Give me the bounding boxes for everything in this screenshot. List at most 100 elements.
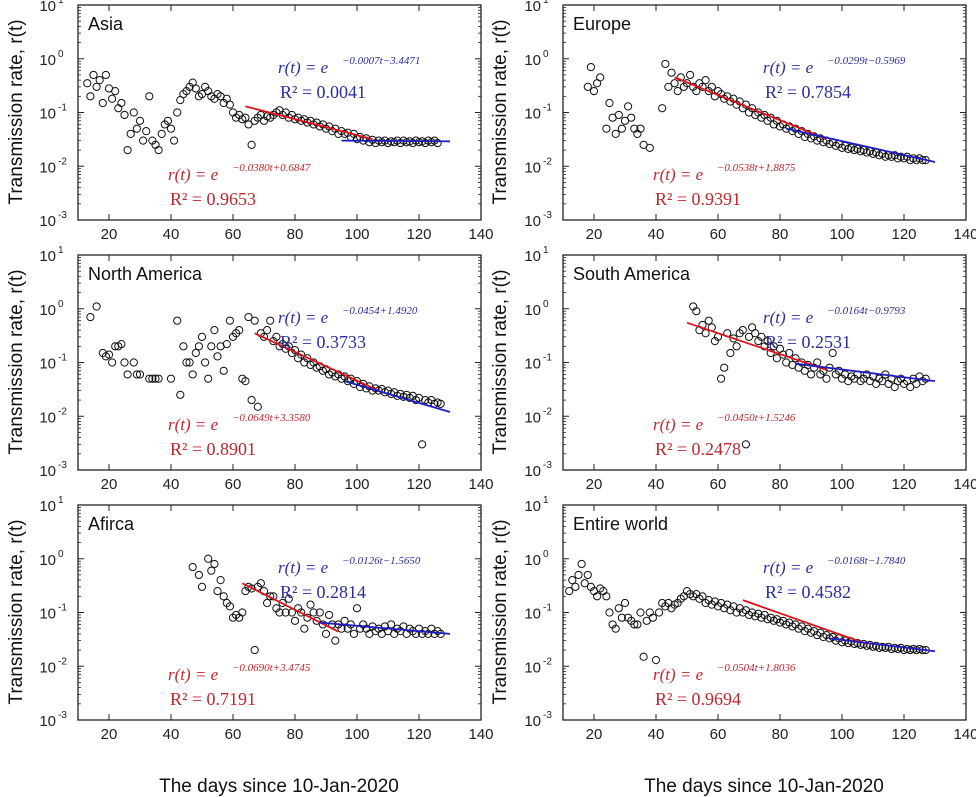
y-tick-exponent: -1 xyxy=(543,603,552,614)
data-point xyxy=(129,358,138,367)
data-point xyxy=(108,94,117,103)
y-tick-label: 10 xyxy=(39,52,56,69)
data-point xyxy=(593,592,602,601)
y-axis-title-right-1: Transmission rate, r(t) xyxy=(490,19,511,204)
plot-frame xyxy=(562,504,967,721)
x-tick-label: 60 xyxy=(225,726,242,743)
fit-equation: r(t) = e xyxy=(168,665,219,684)
y-axis-title-left-3: Transmission rate, r(t) xyxy=(6,519,27,704)
data-point xyxy=(433,138,442,148)
data-point xyxy=(145,92,154,101)
x-tick-label: 120 xyxy=(891,226,916,243)
data-point xyxy=(182,358,191,367)
y-tick-exponent: -2 xyxy=(543,656,552,667)
data-point xyxy=(605,98,614,108)
red-fit-line xyxy=(742,599,868,645)
data-point xyxy=(698,592,707,601)
blue-fit-line xyxy=(344,380,451,413)
fit-equation-exponent: −0.0649t+3.3580 xyxy=(232,412,311,424)
data-point xyxy=(636,608,645,617)
data-point xyxy=(197,582,207,591)
y-tick-label: 10 xyxy=(39,159,56,176)
data-point xyxy=(83,79,92,88)
x-tick-label: 60 xyxy=(710,476,727,493)
fit-equation-exponent: −0.0007t−3.4471 xyxy=(342,55,420,67)
x-tick-label: 40 xyxy=(163,726,180,743)
data-point xyxy=(577,559,586,569)
data-point xyxy=(670,79,679,88)
data-point xyxy=(586,62,596,72)
fit-equation: r(t) = e xyxy=(278,308,329,327)
data-point xyxy=(213,587,222,596)
x-tick-label: 80 xyxy=(287,726,304,743)
data-point xyxy=(194,570,203,580)
data-point xyxy=(717,374,726,383)
data-point xyxy=(123,370,132,379)
data-point xyxy=(185,358,194,367)
data-point xyxy=(741,440,751,449)
data-point xyxy=(589,87,599,96)
data-point xyxy=(617,124,627,133)
y-tick-label: 10 xyxy=(524,713,541,730)
data-point xyxy=(201,358,210,367)
x-tick-label: 60 xyxy=(225,226,242,243)
y-tick-label: 10 xyxy=(524,159,541,176)
data-point xyxy=(704,316,713,325)
data-point xyxy=(139,136,148,145)
y-tick-label: 10 xyxy=(39,463,56,480)
y-tick-exponent: -1 xyxy=(58,353,67,364)
panel-title: Afirca xyxy=(88,514,135,534)
x-tick-label: 20 xyxy=(101,726,118,743)
y-axis-title-left-1: Transmission rate, r(t) xyxy=(6,19,27,204)
y-tick-exponent: 0 xyxy=(58,49,64,60)
data-point xyxy=(92,302,101,311)
fit-equation: r(t) = e xyxy=(278,58,329,77)
data-point xyxy=(191,348,200,358)
data-point xyxy=(614,604,623,613)
y-tick-label: 10 xyxy=(39,356,56,373)
y-tick-exponent: 0 xyxy=(543,49,549,60)
fit-equation-exponent: −0.0380t+0.6847 xyxy=(232,162,311,174)
data-point xyxy=(414,138,424,147)
x-tick-label: 120 xyxy=(406,726,431,743)
data-point xyxy=(154,374,163,383)
x-tick-label: 100 xyxy=(829,476,854,493)
data-point xyxy=(352,604,362,613)
y-tick-exponent: -1 xyxy=(58,603,67,614)
data-point xyxy=(126,129,135,138)
data-point xyxy=(757,332,766,341)
y-tick-label: 10 xyxy=(39,0,56,15)
data-point xyxy=(624,102,633,111)
fit-equation: r(t) = e xyxy=(763,308,814,327)
data-point xyxy=(571,582,580,591)
data-point xyxy=(297,608,306,617)
data-point xyxy=(732,342,741,351)
x-tick-label: 100 xyxy=(344,476,369,493)
x-tick-label: 120 xyxy=(406,476,431,493)
data-point xyxy=(611,624,620,633)
y-tick-label: 10 xyxy=(39,409,56,426)
data-point xyxy=(331,636,340,645)
plot-frame xyxy=(77,254,482,471)
y-tick-exponent: 1 xyxy=(543,495,549,506)
data-point xyxy=(120,110,129,120)
y-tick-exponent: -2 xyxy=(543,156,552,167)
data-point xyxy=(204,554,213,563)
data-point xyxy=(701,76,710,85)
fit-equation-exponent: −0.0450t+1.5246 xyxy=(717,412,796,424)
y-tick-label: 10 xyxy=(39,248,56,265)
y-axis-title-right-3: Transmission rate, r(t) xyxy=(490,519,511,704)
data-point xyxy=(263,598,272,608)
data-point xyxy=(173,316,182,325)
y-tick-label: 10 xyxy=(39,106,56,123)
data-point xyxy=(95,76,104,85)
x-tick-label: 100 xyxy=(344,226,369,243)
y-tick-label: 10 xyxy=(39,552,56,569)
blue-fit-line xyxy=(829,637,936,653)
data-point xyxy=(191,84,200,93)
data-point xyxy=(253,402,262,411)
data-point xyxy=(101,70,111,80)
